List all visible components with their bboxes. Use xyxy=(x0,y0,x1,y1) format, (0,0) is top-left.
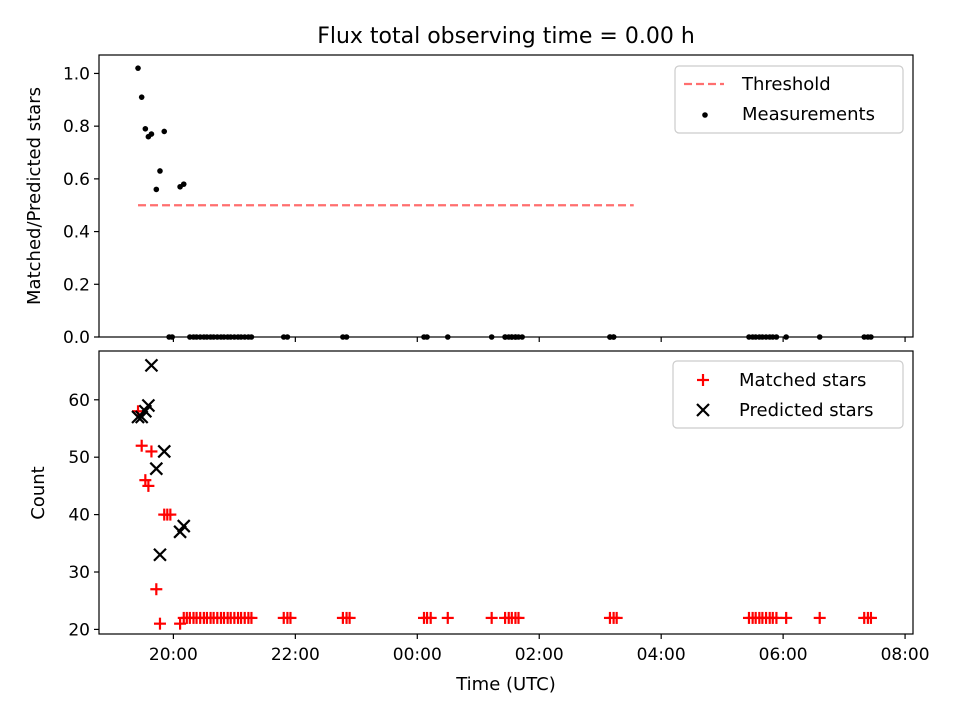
matched-star-point xyxy=(132,405,145,418)
top-legend: Threshold Measurements xyxy=(674,65,904,134)
legend-threshold-label: Threshold xyxy=(741,74,831,95)
matched-star-point xyxy=(780,611,793,624)
matched-star-point xyxy=(512,611,525,624)
matched-star-point xyxy=(142,479,155,492)
bottom-y-ticks: 20 30 40 50 60 xyxy=(68,391,99,640)
measurement-point xyxy=(148,131,155,137)
chart-title: Flux total observing time = 0.00 h xyxy=(317,24,695,49)
bottom-axes-frame xyxy=(98,350,914,635)
y-tick-label: 40 xyxy=(68,506,90,526)
x-tick-label: 02:00 xyxy=(515,645,564,665)
bottom-plot-area xyxy=(131,358,877,630)
y-tick-label: 0.8 xyxy=(63,117,90,137)
y-tick-label: 20 xyxy=(68,620,90,640)
matched-star-point xyxy=(813,611,826,624)
top-panel: 0.0 0.2 0.4 0.6 0.8 1.0 Matched/Predicted sta… xyxy=(24,54,914,348)
x-tick-label: 00:00 xyxy=(393,645,442,665)
y-tick-label: 0.6 xyxy=(63,170,90,190)
matched-star-point xyxy=(284,611,297,624)
x-tick-label: 20:00 xyxy=(149,645,198,665)
measurement-point xyxy=(180,181,187,187)
bottom-x-ticks: 20:00 22:00 00:00 02:00 04:00 06:00 08:00 xyxy=(149,634,930,665)
legend-predicted-label: Predicted stars xyxy=(739,400,873,421)
top-plot-area xyxy=(135,65,874,340)
x-tick-label: 08:00 xyxy=(881,645,930,665)
legend-measurements-label: Measurements xyxy=(742,104,875,125)
x-tick-label: 06:00 xyxy=(759,645,808,665)
matched-star-point xyxy=(153,617,166,630)
measurement-point xyxy=(153,186,160,193)
measurement-point xyxy=(142,125,149,132)
predicted-star-point xyxy=(157,444,172,459)
measurement-point xyxy=(161,128,168,135)
legend-predicted-swatch xyxy=(696,403,710,417)
legend-matched-swatch xyxy=(697,374,709,386)
predicted-star-point xyxy=(153,548,167,562)
x-tick-label: 04:00 xyxy=(637,645,686,665)
bottom-y-axis-label: Count xyxy=(28,466,49,519)
measurement-point xyxy=(135,65,141,71)
top-axes-frame xyxy=(98,54,914,338)
predicted-star-point xyxy=(149,461,164,476)
matched-star-point xyxy=(424,611,437,624)
matched-star-point xyxy=(245,611,258,624)
matched-star-point xyxy=(135,439,148,452)
predicted-star-point xyxy=(144,358,159,373)
predicted-star-point xyxy=(176,519,191,533)
y-tick-label: 30 xyxy=(68,563,90,583)
legend-measurements-swatch xyxy=(702,112,708,118)
matched-star-point xyxy=(441,611,454,624)
y-tick-label: 0.2 xyxy=(63,275,90,295)
top-y-ticks: 0.0 0.2 0.4 0.6 0.8 1.0 xyxy=(63,64,99,348)
y-tick-label: 60 xyxy=(68,391,90,411)
measurement-point xyxy=(157,168,163,174)
y-tick-label: 50 xyxy=(68,448,90,468)
y-tick-label: 1.0 xyxy=(63,64,90,84)
matched-star-point xyxy=(139,474,152,487)
matched-star-point xyxy=(485,611,498,624)
bottom-panel: 20 30 40 50 60 20:00 22:00 00:00 02:00 04:00 06:0… xyxy=(28,350,930,695)
predicted-star-point xyxy=(141,398,156,413)
x-axis-label: Time (UTC) xyxy=(455,674,556,695)
matched-star-point xyxy=(343,611,356,624)
bottom-legend: Matched stars Predicted stars xyxy=(672,360,904,429)
matched-star-point xyxy=(610,611,623,624)
matched-star-point xyxy=(864,611,877,624)
legend-matched-label: Matched stars xyxy=(739,370,866,391)
top-y-axis-label: Matched/Predicted stars xyxy=(24,87,45,305)
y-tick-label: 0.0 xyxy=(63,328,90,348)
x-tick-label: 22:00 xyxy=(271,645,320,665)
matched-star-point xyxy=(145,445,158,458)
top-x-ticks xyxy=(172,337,906,342)
predicted-star-point xyxy=(131,410,145,424)
measurement-point xyxy=(138,94,145,100)
matched-star-point xyxy=(164,508,177,521)
matched-star-point xyxy=(150,583,163,596)
y-tick-label: 0.4 xyxy=(63,223,90,243)
